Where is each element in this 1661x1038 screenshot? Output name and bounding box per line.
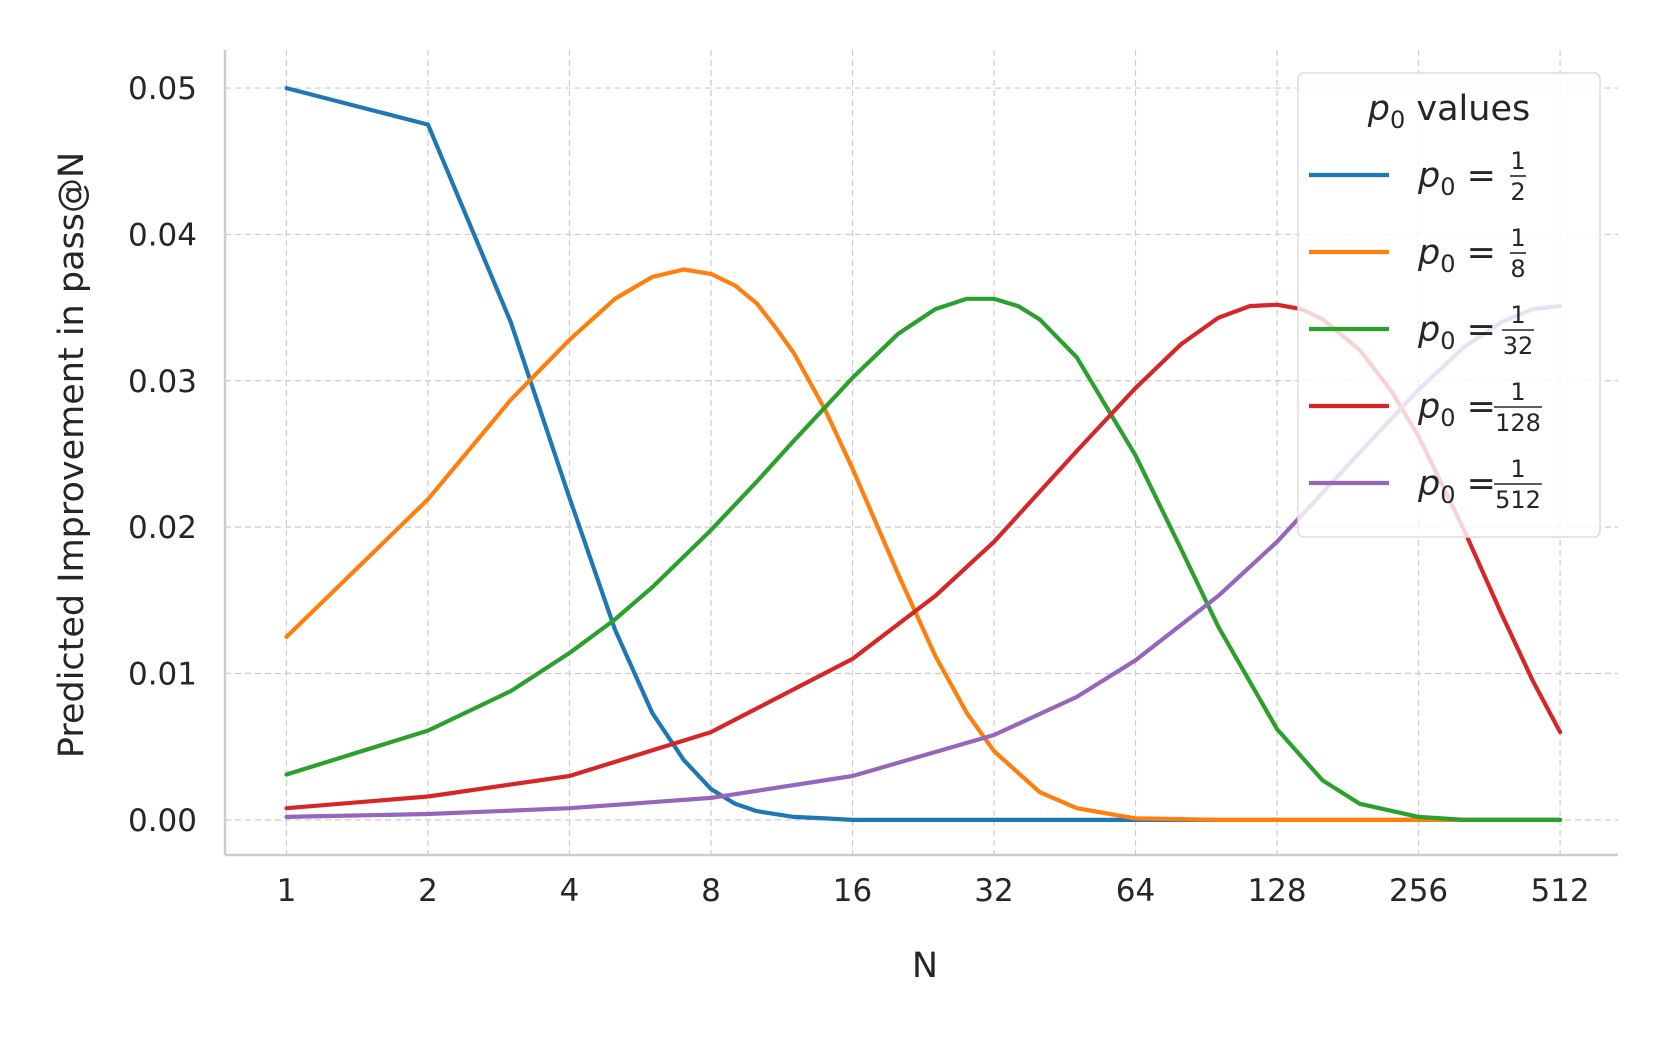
legend-fraction-denominator: 512 bbox=[1495, 486, 1541, 514]
x-tick-label: 32 bbox=[974, 873, 1013, 909]
legend-fraction-numerator: 1 bbox=[1510, 147, 1525, 175]
legend-fraction-numerator: 1 bbox=[1510, 455, 1525, 483]
y-axis-ticks: 0.00 0.01 0.02 0.03 0.04 0.05 bbox=[128, 71, 197, 839]
y-tick-label: 0.02 bbox=[128, 510, 197, 546]
legend-label: p0 = bbox=[1417, 464, 1496, 509]
series-line-2 bbox=[284, 86, 1563, 822]
legend-title-subscript: 0 bbox=[1390, 106, 1405, 134]
axes-spines bbox=[223, 50, 1618, 857]
x-tick-label: 2 bbox=[418, 873, 438, 909]
y-tick-label: 0.03 bbox=[128, 364, 197, 400]
legend-fraction-numerator: 1 bbox=[1510, 224, 1525, 252]
y-axis-title: Predicted Improvement in pass@N bbox=[52, 152, 92, 758]
legend-frame bbox=[1297, 72, 1601, 538]
legend-fraction-denominator: 2 bbox=[1510, 178, 1525, 206]
legend-entry-512: p0 = 1 512 bbox=[1309, 455, 1542, 514]
y-tick-label: 0.00 bbox=[128, 803, 197, 839]
legend-title-text: values bbox=[1405, 89, 1530, 129]
x-tick-label: 4 bbox=[560, 873, 580, 909]
legend-fraction-denominator: 128 bbox=[1495, 409, 1541, 437]
x-axis-title: N bbox=[912, 946, 938, 986]
legend-fraction-denominator: 8 bbox=[1510, 255, 1525, 283]
series-line-32 bbox=[284, 296, 1563, 822]
x-tick-label: 64 bbox=[1116, 873, 1155, 909]
legend-title: p0 values bbox=[1367, 89, 1530, 134]
legend-fraction-numerator: 1 bbox=[1510, 301, 1525, 329]
legend-entry-8: p0 = 1 8 bbox=[1309, 224, 1526, 283]
legend-entry-128: p0 = 1 128 bbox=[1309, 378, 1542, 437]
x-tick-label: 8 bbox=[701, 873, 721, 909]
x-tick-label: 512 bbox=[1530, 873, 1589, 909]
legend-entry-32: p0 = 1 32 bbox=[1309, 301, 1534, 360]
legend-fraction-numerator: 1 bbox=[1510, 378, 1525, 406]
y-tick-label: 0.05 bbox=[128, 71, 197, 107]
x-axis-ticks: 1 2 4 8 16 32 64 128 256 512 bbox=[277, 873, 1590, 909]
x-tick-label: 1 bbox=[277, 873, 297, 909]
legend-label: p0 = bbox=[1417, 233, 1496, 278]
legend-label: p0 = bbox=[1417, 156, 1496, 201]
legend-title-symbol: p bbox=[1367, 89, 1390, 129]
y-tick-label: 0.01 bbox=[128, 657, 197, 693]
legend-fraction-denominator: 32 bbox=[1503, 332, 1534, 360]
x-tick-label: 128 bbox=[1247, 873, 1306, 909]
x-tick-label: 16 bbox=[833, 873, 872, 909]
x-tick-label: 256 bbox=[1389, 873, 1448, 909]
legend-label: p0 = bbox=[1417, 387, 1496, 432]
legend-entry-2: p0 = 1 2 bbox=[1309, 147, 1526, 206]
legend-label: p0 = bbox=[1417, 310, 1496, 355]
y-tick-label: 0.04 bbox=[128, 217, 197, 253]
